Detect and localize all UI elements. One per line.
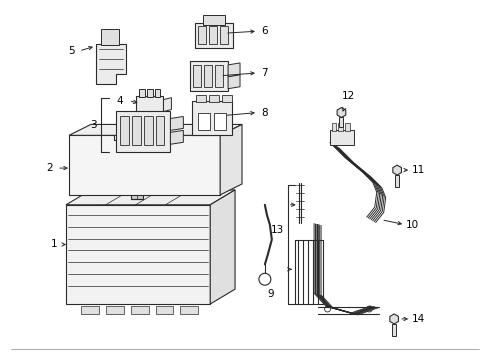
- Bar: [147, 89, 152, 96]
- Bar: [155, 306, 173, 314]
- Text: 12: 12: [342, 91, 355, 101]
- Text: 9: 9: [268, 289, 274, 299]
- Bar: [154, 89, 161, 96]
- Bar: [392, 324, 396, 336]
- Bar: [203, 15, 225, 25]
- Polygon shape: [96, 44, 125, 84]
- Text: 8: 8: [261, 108, 268, 117]
- Bar: [81, 306, 99, 314]
- Text: 2: 2: [47, 163, 53, 173]
- Polygon shape: [228, 75, 240, 89]
- Polygon shape: [171, 117, 183, 130]
- Text: 10: 10: [406, 220, 419, 230]
- Bar: [395, 175, 399, 187]
- Polygon shape: [69, 135, 220, 195]
- Polygon shape: [164, 98, 171, 112]
- Bar: [131, 306, 148, 314]
- Text: 7: 7: [261, 68, 268, 78]
- Bar: [155, 116, 165, 145]
- Bar: [132, 116, 141, 145]
- Bar: [144, 116, 152, 145]
- Bar: [220, 26, 228, 44]
- Polygon shape: [390, 314, 398, 324]
- Bar: [332, 123, 337, 131]
- Polygon shape: [337, 108, 346, 117]
- Polygon shape: [393, 165, 401, 175]
- Bar: [196, 23, 233, 48]
- Bar: [329, 130, 354, 145]
- Bar: [116, 111, 171, 152]
- Polygon shape: [171, 130, 183, 144]
- Text: 4: 4: [116, 96, 122, 105]
- Bar: [209, 26, 217, 44]
- Bar: [193, 65, 201, 87]
- Bar: [192, 100, 232, 135]
- Bar: [345, 123, 350, 131]
- Bar: [198, 113, 210, 130]
- Text: 14: 14: [412, 314, 425, 324]
- Bar: [106, 306, 123, 314]
- Polygon shape: [114, 135, 164, 140]
- Bar: [222, 95, 232, 102]
- Bar: [136, 96, 164, 113]
- Bar: [190, 61, 228, 91]
- Text: 5: 5: [68, 46, 75, 56]
- Bar: [180, 306, 198, 314]
- Bar: [120, 116, 129, 145]
- Polygon shape: [220, 125, 242, 195]
- Bar: [340, 117, 343, 127]
- Bar: [101, 29, 119, 45]
- Bar: [215, 65, 223, 87]
- Polygon shape: [69, 125, 242, 135]
- Text: 6: 6: [261, 26, 268, 36]
- Text: 13: 13: [270, 225, 284, 235]
- Circle shape: [94, 190, 108, 204]
- Bar: [204, 65, 212, 87]
- Bar: [214, 113, 226, 130]
- Bar: [198, 26, 206, 44]
- Text: 3: 3: [90, 120, 97, 130]
- Bar: [339, 123, 343, 131]
- Bar: [131, 191, 143, 199]
- Polygon shape: [228, 63, 240, 77]
- Bar: [209, 95, 219, 102]
- Bar: [139, 89, 145, 96]
- Polygon shape: [210, 190, 235, 304]
- Polygon shape: [66, 190, 235, 205]
- Bar: [196, 95, 206, 102]
- Text: 11: 11: [412, 165, 425, 175]
- Polygon shape: [66, 205, 210, 304]
- Text: 1: 1: [50, 239, 57, 249]
